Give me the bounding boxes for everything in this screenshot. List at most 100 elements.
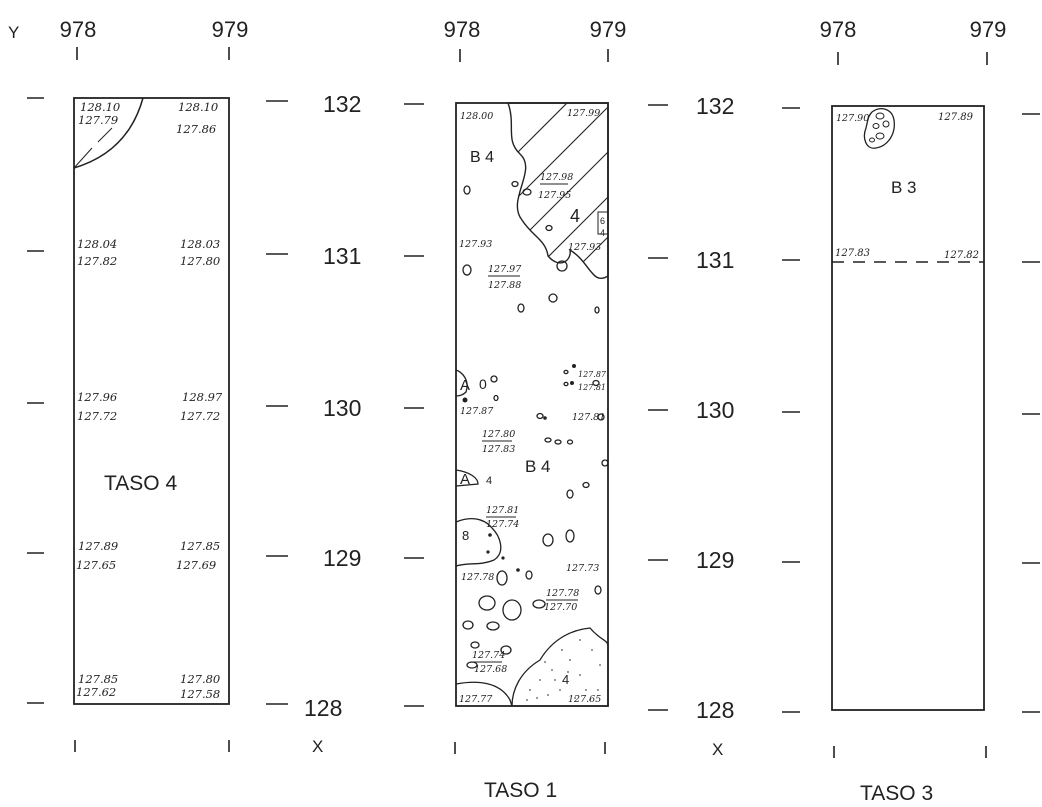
y-axis-labels-right: 132 131 130 129 128 [696,93,734,723]
y-axis-label: Y [8,23,19,42]
tick-label-978: 978 [444,17,481,42]
bottom-x-axis: X X [74,737,987,759]
zone-label: 4 [600,228,605,238]
elevation-label: 128.10 [80,100,120,114]
tick-label-978: 978 [60,17,97,42]
tick-label-979: 979 [212,17,249,42]
zone-label: 8 [462,528,469,543]
tick-label-128: 128 [304,695,342,721]
elevation-label: 127.88 [488,280,521,291]
elevation-label: 127.79 [78,113,118,127]
zone-label: B 4 [470,149,494,166]
plan-taso-3: 127.90 127.89 127.83 127.82 B 3 TASO 3 [831,105,985,805]
tick-label-131: 131 [323,243,361,269]
zone-label: B 4 [525,457,551,476]
feature-boundary-a [455,469,479,487]
elevation-label: 127.74 [472,650,505,661]
elevation-label: 127.89 [938,112,974,123]
elevation-label: 127.65 [568,694,601,705]
elevation-label: 127.83 [482,444,515,455]
elevation-label: 127.83 [835,248,870,259]
elevation-label: 127.81 [578,383,606,392]
x-axis-label: X [312,737,323,756]
elevation-label: 127.96 [77,390,117,404]
stippled-feature [511,627,609,707]
feature-boundary-8 [455,517,502,567]
elevation-label: 127.69 [176,558,216,572]
zone-label: B 3 [891,178,917,197]
plan-taso-4: 128.10 127.79 128.10 127.86 128.04 127.8… [73,97,230,705]
feature-boundary [455,681,513,707]
elevation-label: 127.87 [578,370,607,379]
elevation-label: 127.99 [567,108,600,119]
plan-title: TASO 1 [484,779,557,802]
zone-labels: B 4 4 6 4 A 0 B 4 A 4 8 4 [460,149,605,687]
small-finds [462,364,576,572]
elevation-label: 127.78 [546,588,579,599]
elevation-label: 127.74 [486,519,519,530]
elevation-label: 127.72 [180,409,220,423]
elevation-label: 127.70 [544,602,577,613]
trench-outline [831,105,985,711]
plan-title: TASO 3 [860,782,933,805]
elevation-label: 127.87 [460,406,494,417]
elevation-label: 127.90 [836,113,869,124]
elevation-label: 127.93 [459,239,492,250]
elevation-label: 127.97 [488,264,522,275]
elevation-labels: 128.10 127.79 128.10 127.86 128.04 127.8… [76,100,223,701]
elevation-label: 127.68 [474,664,507,675]
elevation-label: 127.80 [180,672,220,686]
side-y-dashes [27,97,1040,713]
zone-label: 4 [562,672,569,687]
elevation-label: 127.85 [78,672,118,686]
elevation-label: 127.72 [77,409,117,423]
elevation-labels: 128.00 127.99 127.98 127.95 127.93 127.9… [459,108,607,705]
elevation-label: 127.77 [459,694,493,705]
tick-label-132: 132 [696,93,734,119]
y-axis-labels-left: 132 131 130 129 128 [304,91,361,721]
elevation-label: 128.00 [460,111,493,122]
elevation-label: 127.82 [944,250,979,261]
tick-label-129: 129 [323,545,361,571]
elevation-label: 127.82 [77,254,117,268]
tick-label-128: 128 [696,697,734,723]
zone-label: 4 [486,475,492,487]
zone-label: A [460,471,470,488]
elevation-label: 127.58 [180,687,220,701]
elevation-label: 127.95 [538,190,571,201]
elevation-dividers [472,183,578,663]
stones [462,180,609,669]
stone-cluster [863,108,895,149]
feature-boundary [73,97,144,169]
tick-label-978: 978 [820,17,857,42]
elevation-label: 128.04 [77,237,117,251]
elevation-label: 127.80 [180,254,220,268]
plan-taso-1: B 4 4 6 4 A 0 B 4 A 4 8 4 128.00 127.99 … [455,102,609,802]
zone-label: 0 [479,376,487,392]
elevation-label: 127.81 [572,412,605,423]
elevation-label: 127.86 [176,122,216,136]
zone-label: 4 [570,206,580,226]
elevation-label: 127.65 [76,558,116,572]
plan-title: TASO 4 [104,472,177,495]
tick-label-979: 979 [590,17,627,42]
feature-boundary-a [455,369,468,397]
elevation-label: 127.81 [486,505,519,516]
trench-outline [73,97,230,705]
elevation-label: 127.85 [180,539,220,553]
elevation-label: 127.78 [461,572,494,583]
elevation-label: 127.73 [566,563,599,574]
elevation-label: 128.10 [178,100,218,114]
tick-label-129: 129 [696,547,734,573]
elevation-label: 128.97 [182,390,223,404]
tick-label-131: 131 [696,247,734,273]
tick-label-979: 979 [970,17,1007,42]
tick-label-130: 130 [696,397,734,423]
tick-label-132: 132 [323,91,361,117]
elevation-label: 127.98 [540,172,573,183]
tick-label-130: 130 [323,395,361,421]
x-axis-label: X [712,740,723,759]
trench-outline [455,102,609,707]
